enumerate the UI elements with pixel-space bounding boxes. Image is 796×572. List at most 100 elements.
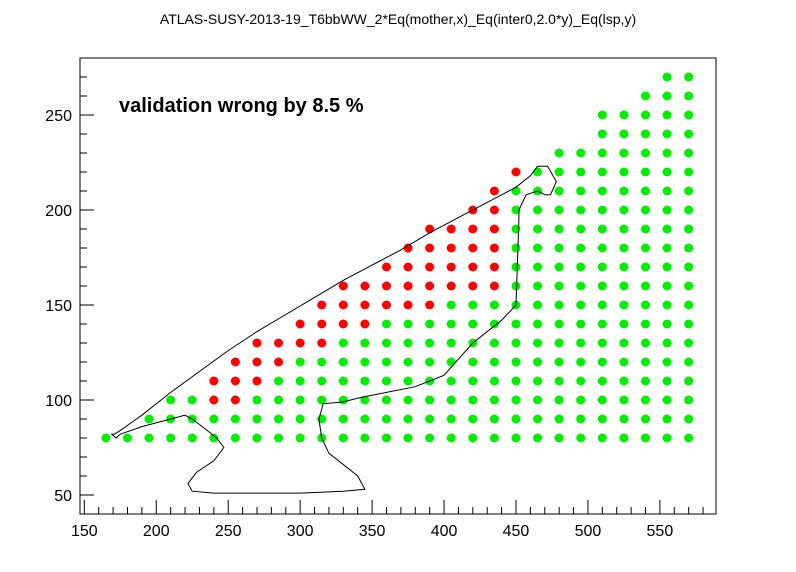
point-excluded	[317, 300, 327, 310]
point-allowed	[166, 433, 176, 443]
point-allowed	[511, 281, 521, 291]
point-allowed	[597, 243, 607, 253]
point-allowed	[489, 300, 499, 310]
point-allowed	[425, 338, 435, 348]
point-allowed	[274, 433, 284, 443]
point-allowed	[662, 110, 672, 120]
point-allowed	[533, 281, 543, 291]
x-tick-label: 500	[575, 523, 602, 540]
point-allowed	[468, 357, 478, 367]
point-allowed	[317, 395, 327, 405]
point-allowed	[144, 414, 154, 424]
point-allowed	[187, 395, 197, 405]
point-allowed	[252, 433, 262, 443]
point-allowed	[317, 376, 327, 386]
point-allowed	[209, 433, 219, 443]
point-allowed	[554, 319, 564, 329]
point-allowed	[295, 376, 305, 386]
point-allowed	[684, 167, 694, 177]
point-allowed	[425, 319, 435, 329]
point-allowed	[230, 414, 240, 424]
point-allowed	[684, 243, 694, 253]
x-tick-label: 400	[431, 523, 458, 540]
point-allowed	[295, 395, 305, 405]
point-allowed	[576, 186, 586, 196]
point-allowed	[684, 72, 694, 82]
point-allowed	[640, 243, 650, 253]
point-allowed	[468, 414, 478, 424]
point-excluded	[360, 300, 370, 310]
point-allowed	[274, 376, 284, 386]
point-allowed	[554, 224, 564, 234]
point-allowed	[619, 110, 629, 120]
point-allowed	[684, 110, 694, 120]
point-allowed	[403, 357, 413, 367]
point-allowed	[640, 91, 650, 101]
point-allowed	[684, 205, 694, 215]
point-allowed	[554, 300, 564, 310]
point-allowed	[403, 414, 413, 424]
point-allowed	[662, 433, 672, 443]
point-allowed	[533, 319, 543, 329]
point-excluded	[489, 281, 499, 291]
point-allowed	[684, 414, 694, 424]
point-allowed	[511, 357, 521, 367]
point-allowed	[403, 319, 413, 329]
point-allowed	[684, 319, 694, 329]
point-allowed	[576, 357, 586, 367]
point-excluded	[252, 357, 262, 367]
point-allowed	[446, 300, 456, 310]
x-tick-label: 200	[143, 523, 170, 540]
point-allowed	[662, 224, 672, 234]
point-allowed	[554, 205, 564, 215]
point-allowed	[489, 395, 499, 405]
point-allowed	[533, 243, 543, 253]
point-allowed	[662, 395, 672, 405]
point-allowed	[425, 433, 435, 443]
point-excluded	[230, 376, 240, 386]
point-excluded	[489, 224, 499, 234]
point-excluded	[425, 243, 435, 253]
point-allowed	[338, 357, 348, 367]
x-tick-label: 300	[287, 523, 314, 540]
point-excluded	[360, 281, 370, 291]
point-allowed	[338, 433, 348, 443]
point-excluded	[425, 300, 435, 310]
point-allowed	[446, 357, 456, 367]
point-excluded	[381, 281, 391, 291]
exclusion-contour	[110, 165, 557, 494]
point-excluded	[446, 243, 456, 253]
point-allowed	[511, 319, 521, 329]
point-excluded	[252, 338, 262, 348]
point-allowed	[489, 319, 499, 329]
point-allowed	[511, 376, 521, 386]
point-allowed	[403, 433, 413, 443]
point-allowed	[446, 433, 456, 443]
point-allowed	[662, 186, 672, 196]
point-allowed	[381, 433, 391, 443]
point-allowed	[662, 281, 672, 291]
point-allowed	[684, 357, 694, 367]
point-excluded	[468, 281, 478, 291]
point-allowed	[295, 414, 305, 424]
point-allowed	[576, 224, 586, 234]
point-allowed	[446, 338, 456, 348]
point-allowed	[684, 376, 694, 386]
point-excluded	[403, 262, 413, 272]
point-excluded	[338, 300, 348, 310]
point-allowed	[662, 72, 672, 82]
point-allowed	[425, 414, 435, 424]
point-excluded	[230, 357, 240, 367]
point-excluded	[317, 319, 327, 329]
point-allowed	[576, 167, 586, 177]
point-allowed	[619, 224, 629, 234]
point-allowed	[338, 395, 348, 405]
point-allowed	[684, 186, 694, 196]
point-allowed	[338, 414, 348, 424]
point-allowed	[360, 338, 370, 348]
point-excluded	[425, 262, 435, 272]
point-excluded	[209, 376, 219, 386]
point-allowed	[554, 281, 564, 291]
point-allowed	[640, 414, 650, 424]
point-allowed	[619, 148, 629, 158]
